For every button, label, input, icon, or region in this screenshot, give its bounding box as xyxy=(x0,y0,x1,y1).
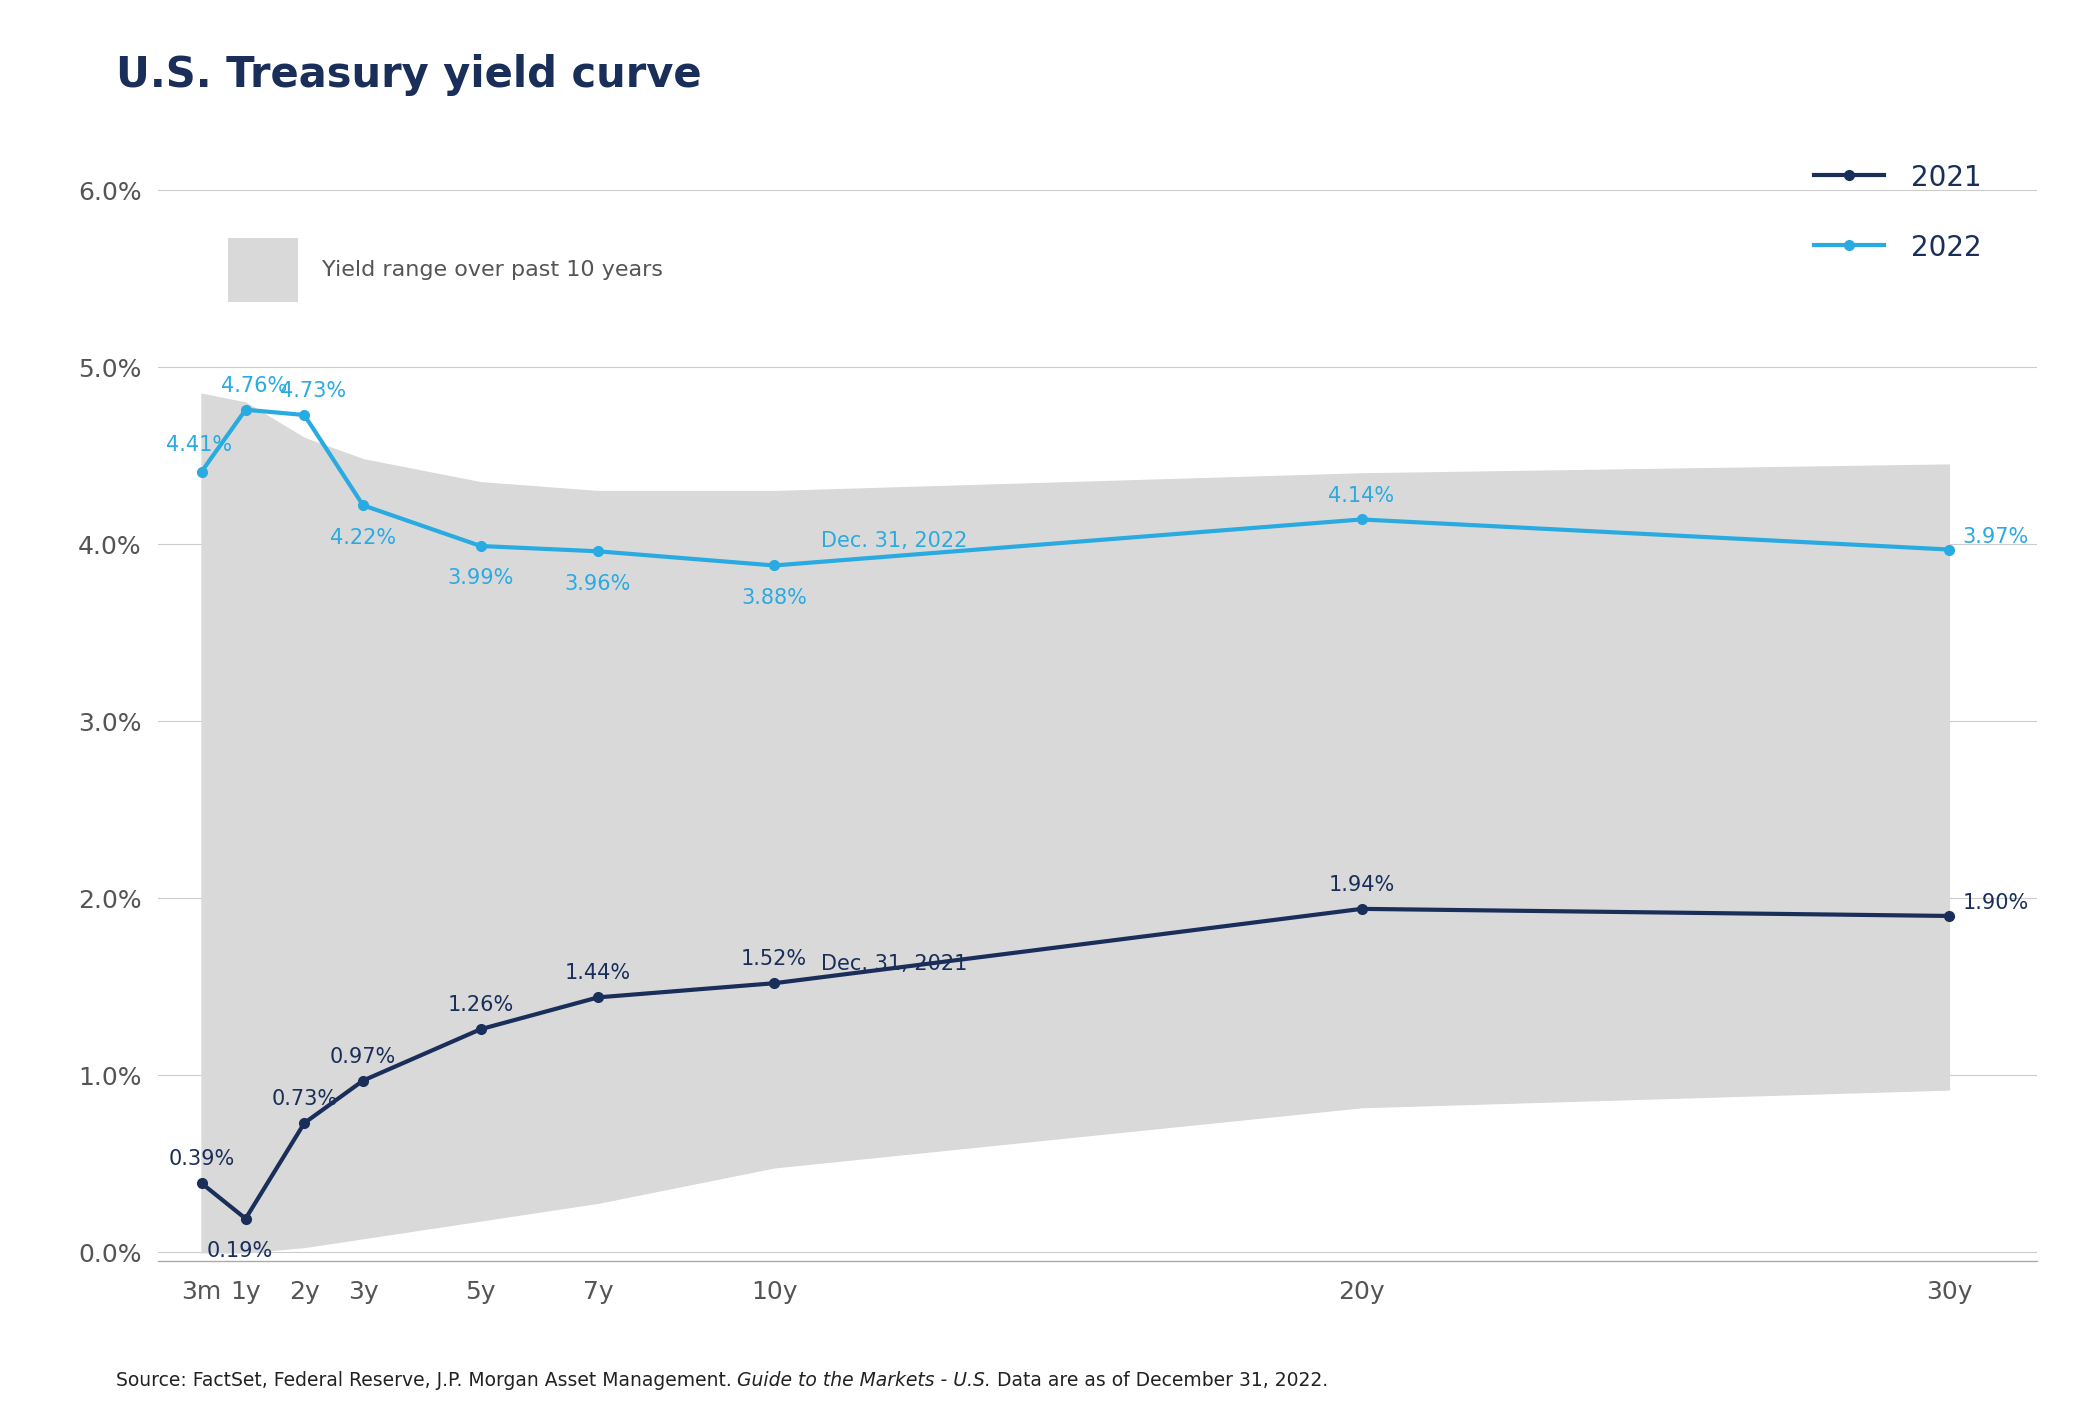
Text: 1.52%: 1.52% xyxy=(741,949,806,969)
2021 xyxy=(1936,908,1961,925)
Text: 4.14%: 4.14% xyxy=(1329,486,1394,506)
2021 xyxy=(351,1072,376,1089)
Text: Guide to the Markets - U.S.: Guide to the Markets - U.S. xyxy=(737,1371,991,1389)
2022 xyxy=(292,406,317,423)
Text: 4.41%: 4.41% xyxy=(166,435,231,455)
Text: 3.97%: 3.97% xyxy=(1964,527,2029,547)
Legend: 2021, 2022: 2021, 2022 xyxy=(1791,142,2003,284)
Text: 4.76%: 4.76% xyxy=(220,376,288,396)
FancyBboxPatch shape xyxy=(229,238,298,302)
Text: 1.44%: 1.44% xyxy=(565,963,632,983)
2021 xyxy=(762,975,788,992)
2022 xyxy=(586,543,611,560)
Text: 1.90%: 1.90% xyxy=(1964,893,2029,913)
Text: 3.99%: 3.99% xyxy=(447,569,514,589)
2022 xyxy=(1936,542,1961,559)
2022 xyxy=(233,402,258,419)
2021 xyxy=(586,989,611,1006)
2022 xyxy=(189,463,214,480)
2021 xyxy=(468,1020,494,1037)
Text: 1.26%: 1.26% xyxy=(447,995,514,1016)
2022 xyxy=(1348,512,1373,529)
2022 xyxy=(762,557,788,574)
Text: 0.97%: 0.97% xyxy=(330,1047,397,1067)
Text: U.S. Treasury yield curve: U.S. Treasury yield curve xyxy=(116,54,701,95)
Text: 3.88%: 3.88% xyxy=(741,587,806,607)
Line: 2021: 2021 xyxy=(197,903,1953,1224)
Text: Dec. 31, 2022: Dec. 31, 2022 xyxy=(821,530,968,550)
2021 xyxy=(189,1174,214,1191)
Text: 3.96%: 3.96% xyxy=(565,573,632,594)
2022 xyxy=(351,497,376,514)
Text: 0.19%: 0.19% xyxy=(208,1241,273,1261)
Text: Source: FactSet, Federal Reserve, J.P. Morgan Asset Management.: Source: FactSet, Federal Reserve, J.P. M… xyxy=(116,1371,737,1389)
2021 xyxy=(1348,901,1373,918)
2022 xyxy=(468,537,494,554)
Text: 4.73%: 4.73% xyxy=(279,380,346,400)
Text: Data are as of December 31, 2022.: Data are as of December 31, 2022. xyxy=(991,1371,1327,1389)
Text: Yield range over past 10 years: Yield range over past 10 years xyxy=(321,259,664,279)
Line: 2022: 2022 xyxy=(197,405,1953,570)
Text: Dec. 31, 2021: Dec. 31, 2021 xyxy=(821,953,968,973)
Text: 0.39%: 0.39% xyxy=(168,1150,235,1170)
2021 xyxy=(233,1210,258,1227)
Text: 1.94%: 1.94% xyxy=(1329,875,1394,895)
Text: 4.22%: 4.22% xyxy=(330,527,397,547)
Text: 0.73%: 0.73% xyxy=(271,1089,338,1109)
2021 xyxy=(292,1114,317,1131)
